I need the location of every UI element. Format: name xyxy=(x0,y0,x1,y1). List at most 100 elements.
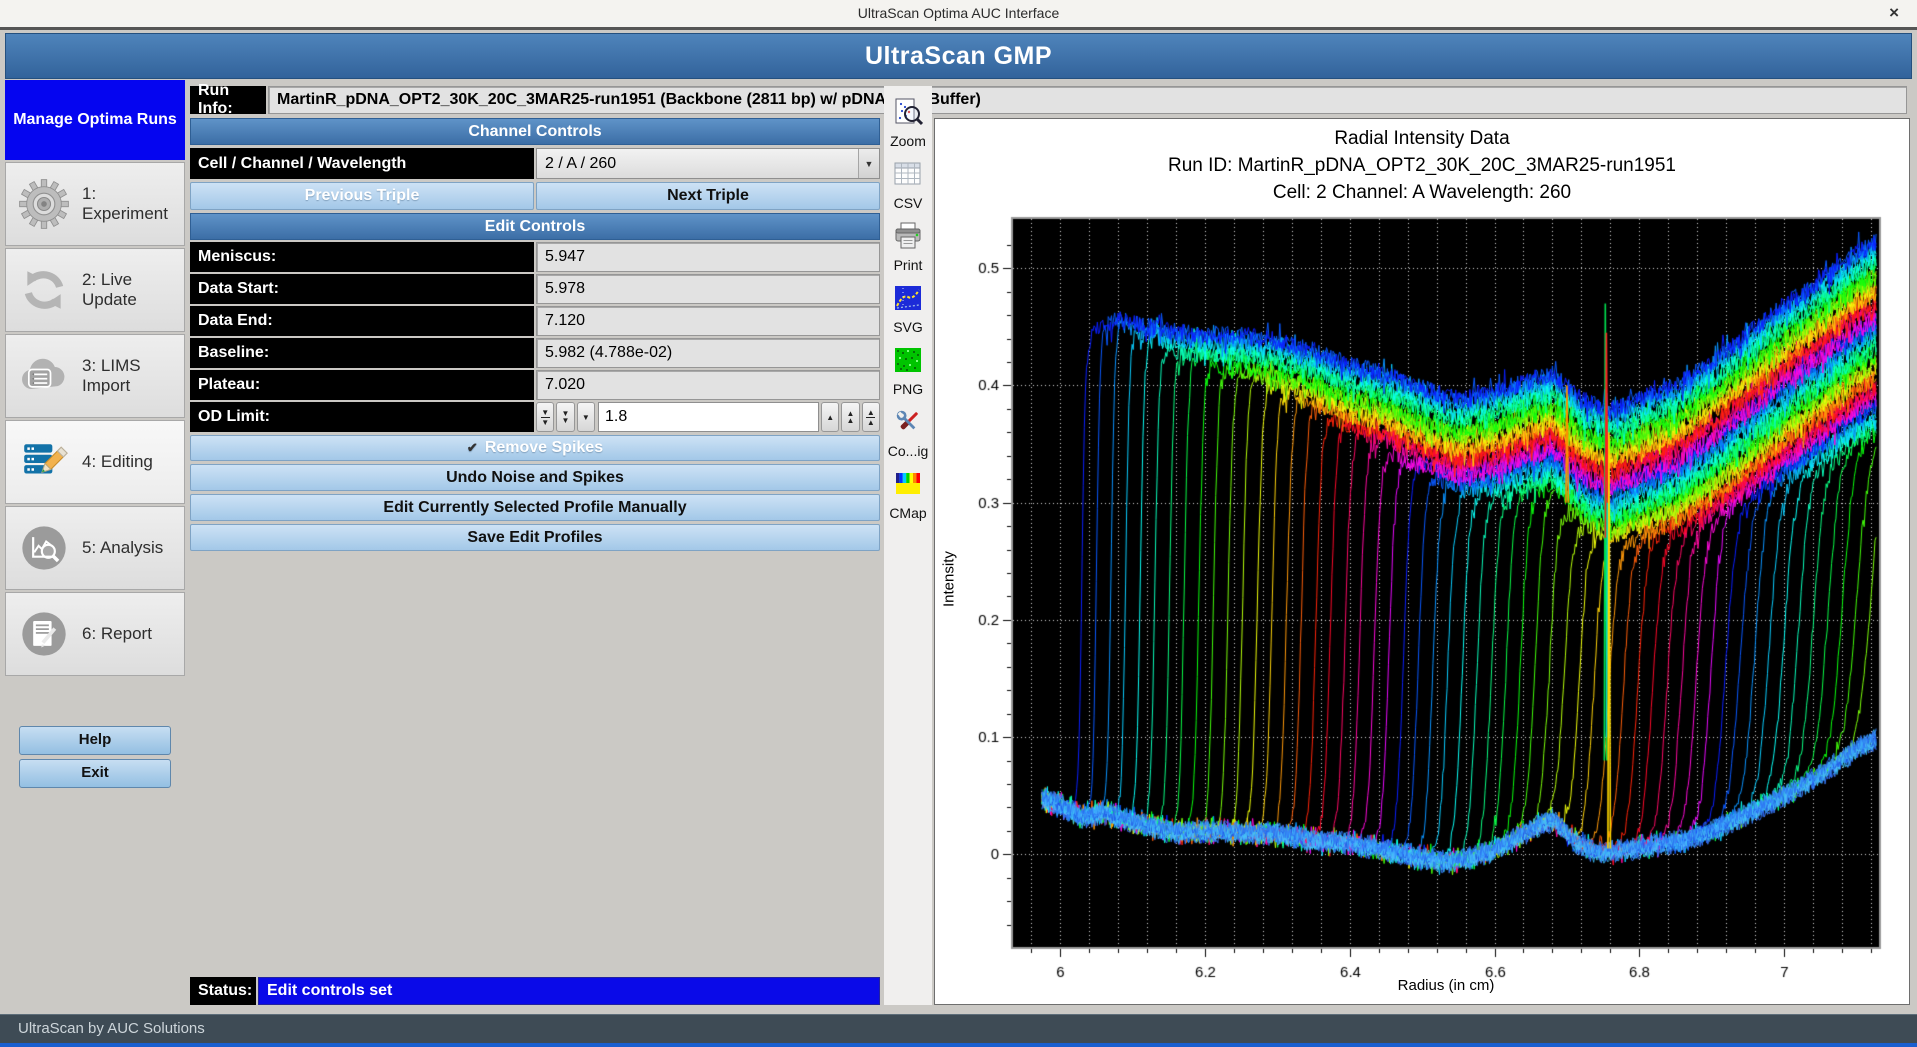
triple-select-value: 2 / A / 260 xyxy=(537,155,858,173)
undo-noise-button[interactable]: Undo Noise and Spikes xyxy=(190,464,880,491)
chevron-down-icon: ▼ xyxy=(858,149,879,178)
sidebar-item-experiment[interactable]: 1: Experiment xyxy=(5,162,185,246)
plot-panel: Radial Intensity Data Run ID: MartinR_pD… xyxy=(934,118,1910,1005)
save-edit-profiles-button[interactable]: Save Edit Profiles xyxy=(190,524,880,551)
meniscus-label: Meniscus: xyxy=(190,242,534,272)
data-start-label: Data Start: xyxy=(190,274,534,304)
spin-down-fast-icon[interactable]: ▼▼ xyxy=(536,402,554,432)
y-axis-label: Intensity xyxy=(939,489,959,669)
baseline-value: 5.982 (4.788e-02) xyxy=(536,338,880,368)
spin-up-fast-icon[interactable]: ▲▲ xyxy=(862,402,880,432)
toolbar-csv[interactable]: CSV xyxy=(893,160,923,211)
run-info-row: Run Info: MartinR_pDNA_OPT2_30K_20C_3MAR… xyxy=(190,86,1907,114)
sidebar-item-editing[interactable]: 4: Editing xyxy=(5,420,185,504)
toolbar-zoom-label: Zoom xyxy=(890,133,926,149)
spin-up-double-icon[interactable]: ▲▲ xyxy=(841,402,859,432)
meniscus-value: 5.947 xyxy=(536,242,880,272)
window-title: UltraScan Optima AUC Interface xyxy=(0,0,1917,27)
window-titlebar: UltraScan Optima AUC Interface × xyxy=(0,0,1917,30)
status-row: Status: Edit controls set xyxy=(190,977,880,1005)
remove-spikes-checkbox[interactable]: ✔ Remove Spikes xyxy=(190,435,880,461)
data-end-value: 7.120 xyxy=(536,306,880,336)
sidebar-item-report[interactable]: 6: Report xyxy=(5,592,185,676)
run-info-label: Run Info: xyxy=(190,86,266,114)
spin-down-double-icon[interactable]: ▼▼ xyxy=(556,402,574,432)
help-button[interactable]: Help xyxy=(19,726,171,755)
sidebar-item-analysis[interactable]: 5: Analysis xyxy=(5,506,185,590)
analysis-chart-magnifier-icon xyxy=(16,520,72,576)
png-export-icon xyxy=(893,346,923,379)
triple-select[interactable]: 2 / A / 260 ▼ xyxy=(536,148,880,179)
plateau-label: Plateau: xyxy=(190,370,534,400)
spin-up-icon[interactable]: ▲ xyxy=(821,402,839,432)
sidebar-item-lims-import[interactable]: 3: LIMS Import xyxy=(5,334,185,418)
toolbar-csv-label: CSV xyxy=(894,195,923,211)
od-limit-input[interactable] xyxy=(598,402,819,432)
plot-toolbar: Zoom CSV xyxy=(884,86,932,1005)
radial-intensity-plot[interactable] xyxy=(935,119,1909,1004)
report-document-icon xyxy=(16,606,72,662)
live-update-refresh-icon xyxy=(16,262,72,318)
od-limit-row: OD Limit: ▼▼ ▼▼ ▼ ▲ ▲▲ ▲▲ xyxy=(190,402,880,432)
statusbar-accent-line xyxy=(0,1043,1917,1047)
edit-profile-manually-button[interactable]: Edit Currently Selected Profile Manually xyxy=(190,494,880,521)
plot-title-block: Radial Intensity Data Run ID: MartinR_pD… xyxy=(935,125,1909,206)
toolbar-print-label: Print xyxy=(894,257,923,273)
data-start-row: Data Start: 5.978 xyxy=(190,274,880,304)
previous-triple-button[interactable]: Previous Triple xyxy=(190,182,534,210)
sidebar: Manage Optima Runs 1: Experiment xyxy=(5,80,185,1010)
app-statusbar: UltraScan by AUC Solutions xyxy=(0,1014,1917,1043)
status-label: Status: xyxy=(190,977,256,1005)
sidebar-panel-title: Manage Optima Runs xyxy=(5,80,185,160)
toolbar-cmap-label: CMap xyxy=(889,505,926,521)
toolbar-png-label: PNG xyxy=(893,381,923,397)
config-icon xyxy=(893,408,923,441)
sidebar-item-live-update[interactable]: 2: Live Update xyxy=(5,248,185,332)
toolbar-zoom[interactable]: Zoom xyxy=(890,98,926,149)
spin-down-icon[interactable]: ▼ xyxy=(577,402,595,432)
plot-cell-info: Cell: 2 Channel: A Wavelength: 260 xyxy=(935,179,1909,206)
status-value: Edit controls set xyxy=(258,977,880,1005)
meniscus-row: Meniscus: 5.947 xyxy=(190,242,880,272)
svg-export-icon xyxy=(893,284,923,317)
plot-run-id: Run ID: MartinR_pDNA_OPT2_30K_20C_3MAR25… xyxy=(935,152,1909,179)
next-triple-button[interactable]: Next Triple xyxy=(536,182,880,210)
plateau-row: Plateau: 7.020 xyxy=(190,370,880,400)
editing-icon xyxy=(16,434,72,490)
app-header-title: UltraScan GMP xyxy=(5,33,1912,79)
x-axis-label: Radius (in cm) xyxy=(1013,977,1879,994)
baseline-label: Baseline: xyxy=(190,338,534,368)
toolbar-config[interactable]: Co...ig xyxy=(888,408,928,459)
colormap-icon xyxy=(893,470,923,503)
print-icon xyxy=(893,222,923,255)
channel-controls-banner: Channel Controls xyxy=(190,118,880,145)
toolbar-svg[interactable]: SVG xyxy=(893,284,923,335)
run-info-value: MartinR_pDNA_OPT2_30K_20C_3MAR25-run1951… xyxy=(268,86,1907,114)
control-panel: Channel Controls Cell / Channel / Wavele… xyxy=(190,118,880,551)
toolbar-config-label: Co...ig xyxy=(888,443,928,459)
toolbar-png[interactable]: PNG xyxy=(893,346,923,397)
sidebar-item-label: 5: Analysis xyxy=(82,538,163,558)
lims-cloud-icon xyxy=(16,348,72,404)
exit-button[interactable]: Exit xyxy=(19,759,171,788)
check-icon: ✔ xyxy=(467,440,478,456)
toolbar-svg-label: SVG xyxy=(893,319,923,335)
csv-export-icon xyxy=(893,160,923,193)
sidebar-item-label: 2: Live Update xyxy=(82,270,184,310)
experiment-gear-icon xyxy=(16,176,72,232)
zoom-plot-icon xyxy=(893,98,923,131)
data-start-value: 5.978 xyxy=(536,274,880,304)
toolbar-print[interactable]: Print xyxy=(893,222,923,273)
toolbar-cmap[interactable]: CMap xyxy=(889,470,926,521)
edit-controls-banner: Edit Controls xyxy=(190,213,880,240)
sidebar-item-label: 3: LIMS Import xyxy=(82,356,184,396)
window-close-icon[interactable]: × xyxy=(1889,0,1899,27)
data-end-row: Data End: 7.120 xyxy=(190,306,880,336)
plateau-value: 7.020 xyxy=(536,370,880,400)
sidebar-item-label: 6: Report xyxy=(82,624,152,644)
baseline-row: Baseline: 5.982 (4.788e-02) xyxy=(190,338,880,368)
sidebar-item-label: 4: Editing xyxy=(82,452,153,472)
data-end-label: Data End: xyxy=(190,306,534,336)
plot-title: Radial Intensity Data xyxy=(935,125,1909,152)
sidebar-item-label: 1: Experiment xyxy=(82,184,184,224)
